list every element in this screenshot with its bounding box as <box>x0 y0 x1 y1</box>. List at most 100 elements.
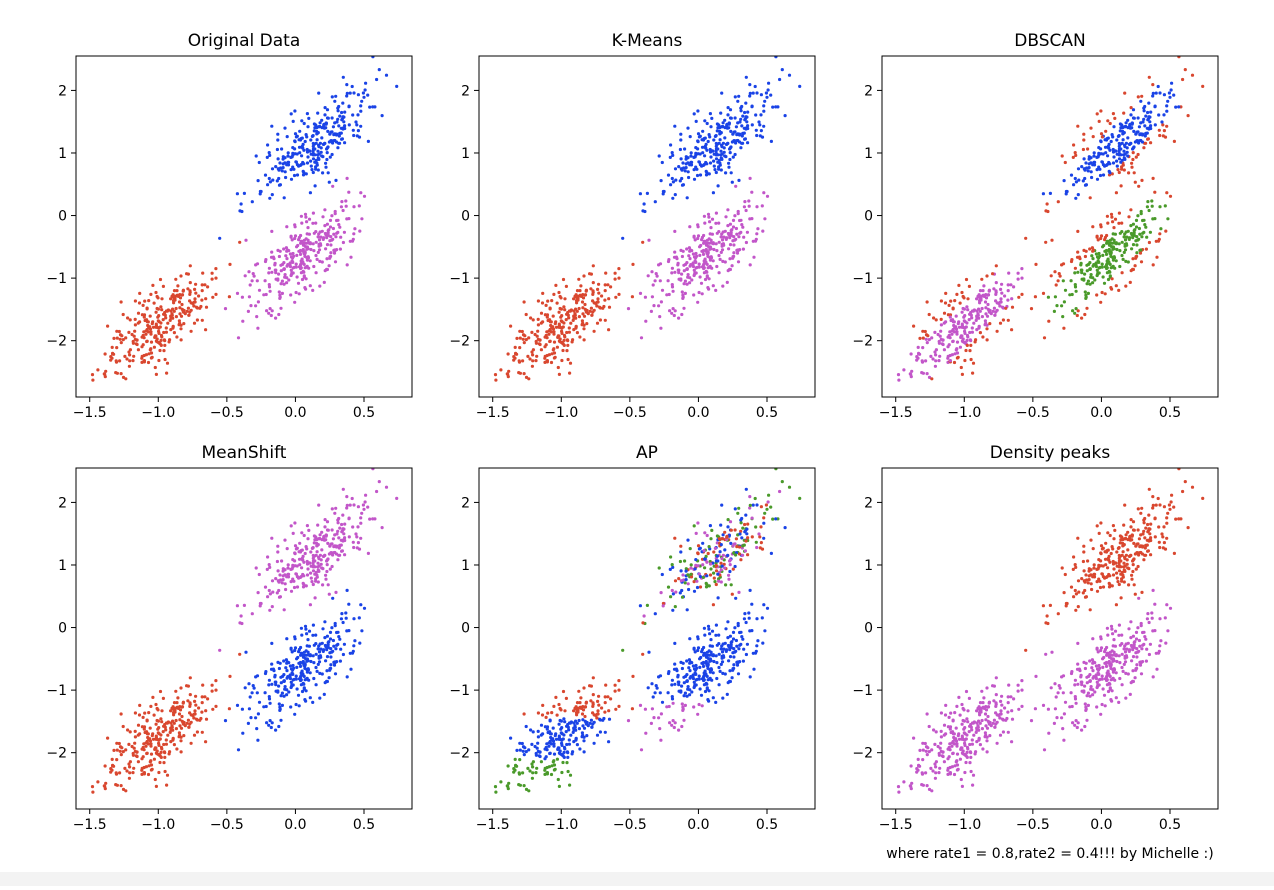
scatter-point <box>325 158 328 161</box>
scatter-point <box>583 338 586 341</box>
scatter-point <box>385 486 388 489</box>
scatter-point <box>933 331 936 334</box>
scatter-point <box>650 310 653 313</box>
scatter-point <box>276 560 279 563</box>
scatter-point <box>255 566 258 569</box>
scatter-point <box>669 568 672 571</box>
scatter-point <box>91 791 94 794</box>
scatter-point <box>1064 289 1067 292</box>
scatter-point <box>296 656 299 659</box>
scatter-point <box>643 202 646 205</box>
scatter-point <box>159 321 162 324</box>
scatter-point <box>693 524 696 527</box>
scatter-point <box>553 768 556 771</box>
scatter-point <box>292 120 295 123</box>
scatter-point <box>585 702 588 705</box>
scatter-point <box>277 273 280 276</box>
scatter-point <box>125 357 128 360</box>
scatter-point <box>985 686 988 689</box>
scatter-point <box>541 713 544 716</box>
scatter-point <box>134 730 137 733</box>
scatter-point <box>312 559 315 562</box>
scatter-point <box>1003 294 1006 297</box>
scatter-point <box>568 372 571 375</box>
scatter-point <box>279 307 282 310</box>
scatter-point <box>714 701 717 704</box>
scatter-point <box>985 739 988 742</box>
scatter-point <box>322 124 325 127</box>
scatter-point <box>715 677 718 680</box>
scatter-point <box>317 647 320 650</box>
scatter-point <box>163 344 166 347</box>
scatter-point <box>705 583 708 586</box>
scatter-point <box>558 373 561 376</box>
scatter-point <box>1007 701 1010 704</box>
scatter-point <box>358 204 361 207</box>
scatter-point <box>703 222 706 225</box>
scatter-point <box>696 109 699 112</box>
scatter-point <box>749 263 752 266</box>
scatter-point <box>955 347 958 350</box>
scatter-point <box>291 558 294 561</box>
scatter-point <box>532 730 535 733</box>
scatter-point <box>604 272 607 275</box>
scatter-point <box>306 537 309 540</box>
scatter-point <box>986 315 989 318</box>
scatter-point <box>1090 254 1093 257</box>
scatter-point <box>507 352 510 355</box>
scatter-point <box>733 626 736 629</box>
scatter-point <box>218 237 221 240</box>
scatter-point <box>326 542 329 545</box>
scatter-point <box>699 244 702 247</box>
scatter-point <box>975 319 978 322</box>
y-tick-label: 2 <box>461 83 470 99</box>
scatter-point <box>717 184 720 187</box>
scatter-point <box>1097 155 1100 158</box>
scatter-point <box>299 249 302 252</box>
scatter-point <box>116 372 119 375</box>
scatter-point <box>728 158 731 161</box>
scatter-point <box>300 119 303 122</box>
scatter-point <box>1073 271 1076 274</box>
scatter-point <box>1063 300 1066 303</box>
scatter-point <box>597 695 600 698</box>
scatter-point <box>752 92 755 95</box>
scatter-point <box>332 645 335 648</box>
scatter-point <box>512 767 515 770</box>
scatter-point <box>578 701 581 704</box>
scatter-point <box>1147 137 1150 140</box>
scatter-point <box>214 277 217 280</box>
scatter-point <box>535 355 538 358</box>
scatter-point <box>317 543 320 546</box>
scatter-point <box>755 91 758 94</box>
scatter-point <box>280 147 283 150</box>
scatter-point <box>278 596 281 599</box>
scatter-point <box>109 355 112 358</box>
scatter-point <box>1062 279 1065 282</box>
scatter-point <box>554 696 557 699</box>
scatter-point <box>456 386 459 389</box>
scatter-point <box>1011 718 1014 721</box>
scatter-point <box>175 289 178 292</box>
scatter-point <box>966 756 969 759</box>
scatter-point <box>312 654 315 657</box>
scatter-point <box>715 242 718 245</box>
scatter-point <box>761 548 764 551</box>
scatter-point <box>315 271 318 274</box>
scatter-point <box>291 261 294 264</box>
scatter-point <box>1123 232 1126 235</box>
scatter-point <box>181 293 184 296</box>
scatter-point <box>579 294 582 297</box>
scatter-point <box>689 675 692 678</box>
scatter-point <box>305 632 308 635</box>
scatter-point <box>732 637 735 640</box>
scatter-point <box>165 372 168 375</box>
scatter-point <box>715 569 718 572</box>
scatter-point <box>1146 111 1149 114</box>
scatter-point <box>348 105 351 108</box>
scatter-point <box>1118 249 1121 252</box>
scatter-point <box>531 353 534 356</box>
scatter-point <box>966 335 969 338</box>
scatter-point <box>953 299 956 302</box>
scatter-point <box>1146 200 1149 203</box>
